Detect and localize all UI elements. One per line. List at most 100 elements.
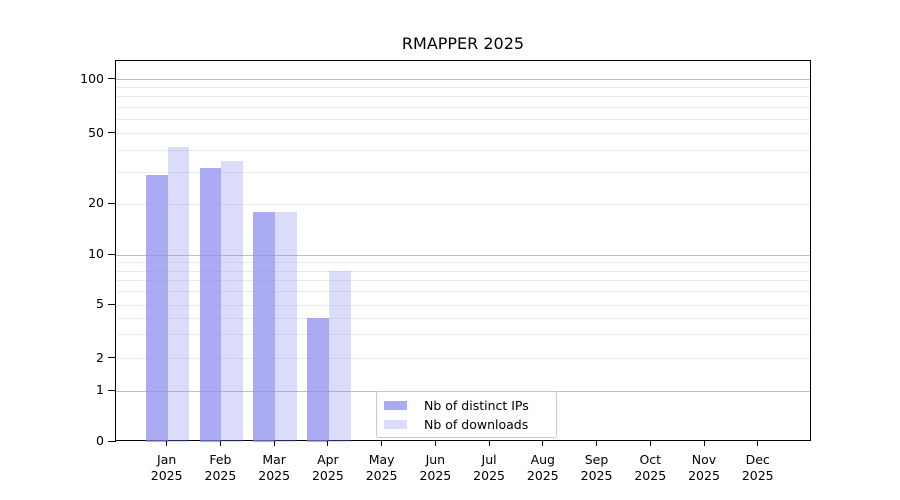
- x-tick-mark: [488, 441, 490, 446]
- x-tick-mark: [434, 441, 436, 446]
- x-tick-month: Sep: [584, 452, 609, 467]
- x-tick-mark: [219, 441, 221, 446]
- bar-nb-of-downloads-feb: [221, 160, 244, 442]
- minor-gridline: [116, 304, 810, 306]
- x-tick-mark: [542, 441, 544, 446]
- x-tick-label: Nov 2025: [669, 452, 739, 484]
- x-tick-label: Jul 2025: [454, 452, 524, 484]
- x-tick-mark: [273, 441, 275, 446]
- y-tick-mark: [108, 202, 116, 204]
- x-tick-year: 2025: [150, 468, 183, 483]
- minor-gridline: [116, 358, 810, 359]
- x-tick-label: Jan 2025: [132, 452, 202, 484]
- x-tick-year: 2025: [419, 468, 452, 483]
- minor-gridline: [116, 172, 810, 174]
- minor-gridline: [116, 334, 810, 336]
- y-tick-mark: [108, 303, 116, 305]
- bar-nb-of-downloads-mar: [275, 211, 297, 442]
- legend-item-distinct-ips: Nb of distinct IPs: [384, 399, 548, 412]
- y-tick-mark: [108, 440, 116, 442]
- x-tick-mark: [703, 441, 705, 446]
- x-tick-year: 2025: [473, 468, 505, 483]
- legend-label-downloads: Nb of downloads: [424, 416, 529, 432]
- x-tick-month: Aug: [530, 452, 555, 467]
- y-tick-mark: [108, 253, 116, 255]
- x-tick-month: May: [368, 452, 395, 467]
- y-tick-label: 2: [96, 349, 104, 365]
- bar-nb-of-distinct-ips-mar: [253, 211, 276, 442]
- bar-nb-of-distinct-ips-apr: [307, 318, 329, 442]
- x-tick-month: Apr: [317, 452, 339, 467]
- major-gridline: [116, 254, 810, 256]
- x-tick-mark: [327, 441, 329, 446]
- x-tick-year: 2025: [311, 468, 344, 483]
- y-tick-label: 20: [88, 195, 104, 210]
- x-tick-label: Aug 2025: [508, 452, 578, 484]
- bar-nb-of-downloads-apr: [328, 271, 351, 442]
- y-tick-mark: [108, 78, 116, 79]
- chart-title: RMAPPER 2025: [401, 34, 525, 53]
- legend-label-distinct-ips: Nb of distinct IPs: [424, 397, 529, 413]
- x-tick-label: Feb 2025: [185, 452, 255, 484]
- x-tick-month: Dec: [745, 452, 770, 467]
- minor-gridline: [116, 133, 810, 134]
- x-tick-mark: [649, 441, 651, 446]
- downloads-swatch: [384, 419, 407, 429]
- bar-nb-of-distinct-ips-feb: [199, 167, 222, 442]
- minor-gridline: [116, 280, 810, 282]
- x-tick-mark: [757, 441, 759, 446]
- y-tick-mark: [108, 132, 116, 133]
- minor-gridline: [116, 118, 810, 120]
- x-tick-year: 2025: [688, 468, 720, 483]
- x-tick-mark: [381, 441, 383, 446]
- y-tick-label: 0: [96, 433, 104, 448]
- y-tick-label: 50: [88, 124, 104, 140]
- major-gridline: [116, 79, 810, 80]
- x-tick-mark: [596, 441, 598, 446]
- bar-nb-of-distinct-ips-jan: [146, 175, 168, 442]
- minor-gridline: [116, 262, 810, 264]
- x-tick-month: Jan: [157, 452, 177, 467]
- minor-gridline: [116, 150, 810, 152]
- x-tick-label: Dec 2025: [723, 452, 793, 484]
- bar-nb-of-downloads-jan: [167, 146, 190, 442]
- minor-gridline: [116, 270, 810, 272]
- x-tick-month: Oct: [639, 452, 662, 467]
- x-tick-mark: [166, 441, 168, 446]
- x-tick-year: 2025: [634, 468, 667, 483]
- minor-gridline: [116, 291, 810, 293]
- distinct-ips-swatch: [384, 400, 407, 410]
- x-tick-label: Sep 2025: [562, 452, 632, 484]
- x-tick-year: 2025: [365, 468, 398, 483]
- y-tick-label: 10: [88, 246, 104, 261]
- x-tick-label: Oct 2025: [615, 452, 685, 484]
- y-tick-label: 100: [80, 70, 104, 86]
- x-tick-year: 2025: [258, 468, 291, 483]
- x-tick-year: 2025: [741, 468, 774, 483]
- minor-gridline: [116, 87, 810, 89]
- minor-gridline: [116, 317, 810, 319]
- x-tick-month: Jun: [425, 452, 446, 467]
- minor-gridline: [116, 96, 810, 98]
- legend: Nb of distinct IPs Nb of downloads: [376, 391, 557, 438]
- y-tick-label: 5: [96, 296, 104, 311]
- y-tick-mark: [108, 357, 116, 358]
- x-tick-month: Mar: [262, 452, 286, 467]
- x-tick-year: 2025: [580, 468, 613, 483]
- y-tick-mark: [108, 389, 116, 391]
- x-tick-year: 2025: [204, 468, 237, 483]
- plot-area: [115, 60, 811, 442]
- y-tick-label: 1: [96, 382, 104, 397]
- x-tick-label: Apr 2025: [293, 452, 363, 484]
- x-tick-label: May 2025: [347, 452, 417, 484]
- minor-gridline: [116, 203, 810, 205]
- x-tick-year: 2025: [526, 468, 559, 483]
- x-tick-label: Mar 2025: [239, 452, 309, 484]
- minor-gridline: [116, 106, 810, 108]
- x-tick-month: Jul: [481, 452, 497, 467]
- legend-item-downloads: Nb of downloads: [384, 418, 548, 431]
- x-tick-month: Feb: [209, 452, 232, 467]
- x-tick-label: Jun 2025: [400, 452, 470, 484]
- x-tick-month: Nov: [691, 452, 717, 467]
